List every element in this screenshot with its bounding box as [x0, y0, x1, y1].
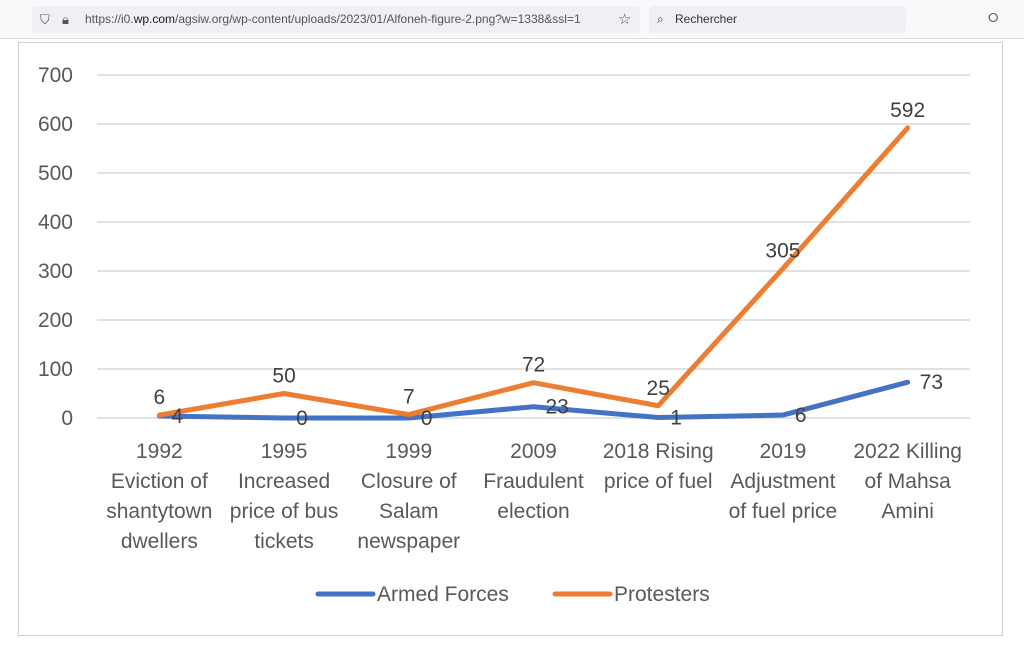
search-box[interactable]: ⌕ Rechercher	[649, 6, 906, 33]
chart-frame	[18, 42, 1003, 636]
url-rest: /agsiw.org/wp-content/uploads/2023/01/Al…	[175, 12, 581, 26]
search-icon: ⌕	[657, 12, 664, 26]
x-tick-label: of Mahsa	[864, 470, 951, 493]
x-tick-label: Eviction of	[111, 470, 208, 493]
data-label: 73	[920, 371, 943, 394]
browser-toolbar: ⛉ 🔒︎ https://i0.wp.com/agsiw.org/wp-cont…	[0, 0, 1024, 39]
x-tick-label: 1999	[385, 440, 432, 463]
y-tick-label: 100	[38, 358, 73, 381]
x-tick-label: shantytown	[106, 500, 212, 523]
x-tick-label: Increased	[238, 470, 330, 493]
data-label: 1	[670, 407, 682, 430]
y-tick-label: 0	[61, 407, 73, 430]
y-tick-label: 600	[38, 113, 73, 136]
x-tick-label: newspaper	[357, 530, 460, 553]
x-tick-label: 2009	[510, 440, 557, 463]
data-label: 4	[171, 405, 183, 428]
x-tick-label: Amini	[881, 500, 934, 523]
data-label: 7	[403, 386, 415, 409]
url-text[interactable]: https://i0.wp.com/agsiw.org/wp-content/u…	[85, 6, 581, 33]
data-label: 25	[647, 377, 670, 400]
x-tick-label: 2019	[760, 440, 807, 463]
y-tick-label: 500	[38, 162, 73, 185]
y-tick-label: 200	[38, 309, 73, 332]
data-label: 72	[522, 354, 545, 377]
pocket-icon[interactable]: ⭘	[988, 10, 999, 25]
data-label: 50	[272, 365, 295, 388]
x-tick-label: 2022 Killing	[853, 440, 962, 463]
series-line-protesters	[156, 125, 911, 418]
x-tick-label: price of fuel	[604, 470, 713, 493]
data-label: 6	[795, 404, 807, 427]
x-tick-label: of fuel price	[729, 500, 838, 523]
shield-icon[interactable]: ⛉	[40, 12, 50, 27]
legend-label: Armed Forces	[377, 583, 509, 606]
y-tick-label: 700	[38, 64, 73, 87]
x-tick-label: 2018 Rising	[603, 440, 714, 463]
x-tick-label: tickets	[254, 530, 314, 553]
search-placeholder: Rechercher	[675, 12, 738, 26]
data-label: 0	[421, 407, 433, 430]
url-prefix: https://i0.	[85, 12, 134, 26]
x-tick-label: Adjustment	[730, 470, 835, 493]
data-label: 592	[890, 99, 925, 122]
x-tick-label: 1992	[136, 440, 183, 463]
url-domain: wp.com	[133, 12, 176, 26]
x-tick-label: 1995	[261, 440, 308, 463]
x-tick-label: price of bus	[230, 500, 339, 523]
x-tick-label: Fraudulent	[483, 470, 584, 493]
x-tick-label: dwellers	[121, 530, 198, 553]
data-label: 305	[765, 240, 800, 263]
star-icon[interactable]: ☆	[618, 11, 632, 28]
y-tick-label: 400	[38, 211, 73, 234]
series-line-armed-forces	[156, 379, 911, 421]
address-bar[interactable]: ⛉ 🔒︎ https://i0.wp.com/agsiw.org/wp-cont…	[32, 6, 640, 33]
data-label: 6	[154, 386, 166, 409]
x-tick-label: Closure of	[361, 470, 457, 493]
x-tick-label: election	[497, 500, 569, 523]
x-tick-label: Salam	[379, 500, 439, 523]
data-label: 23	[546, 396, 569, 419]
legend-label: Protesters	[614, 583, 710, 606]
y-tick-label: 300	[38, 260, 73, 283]
lock-icon[interactable]: 🔒︎	[62, 12, 69, 27]
data-label: 0	[296, 407, 308, 430]
